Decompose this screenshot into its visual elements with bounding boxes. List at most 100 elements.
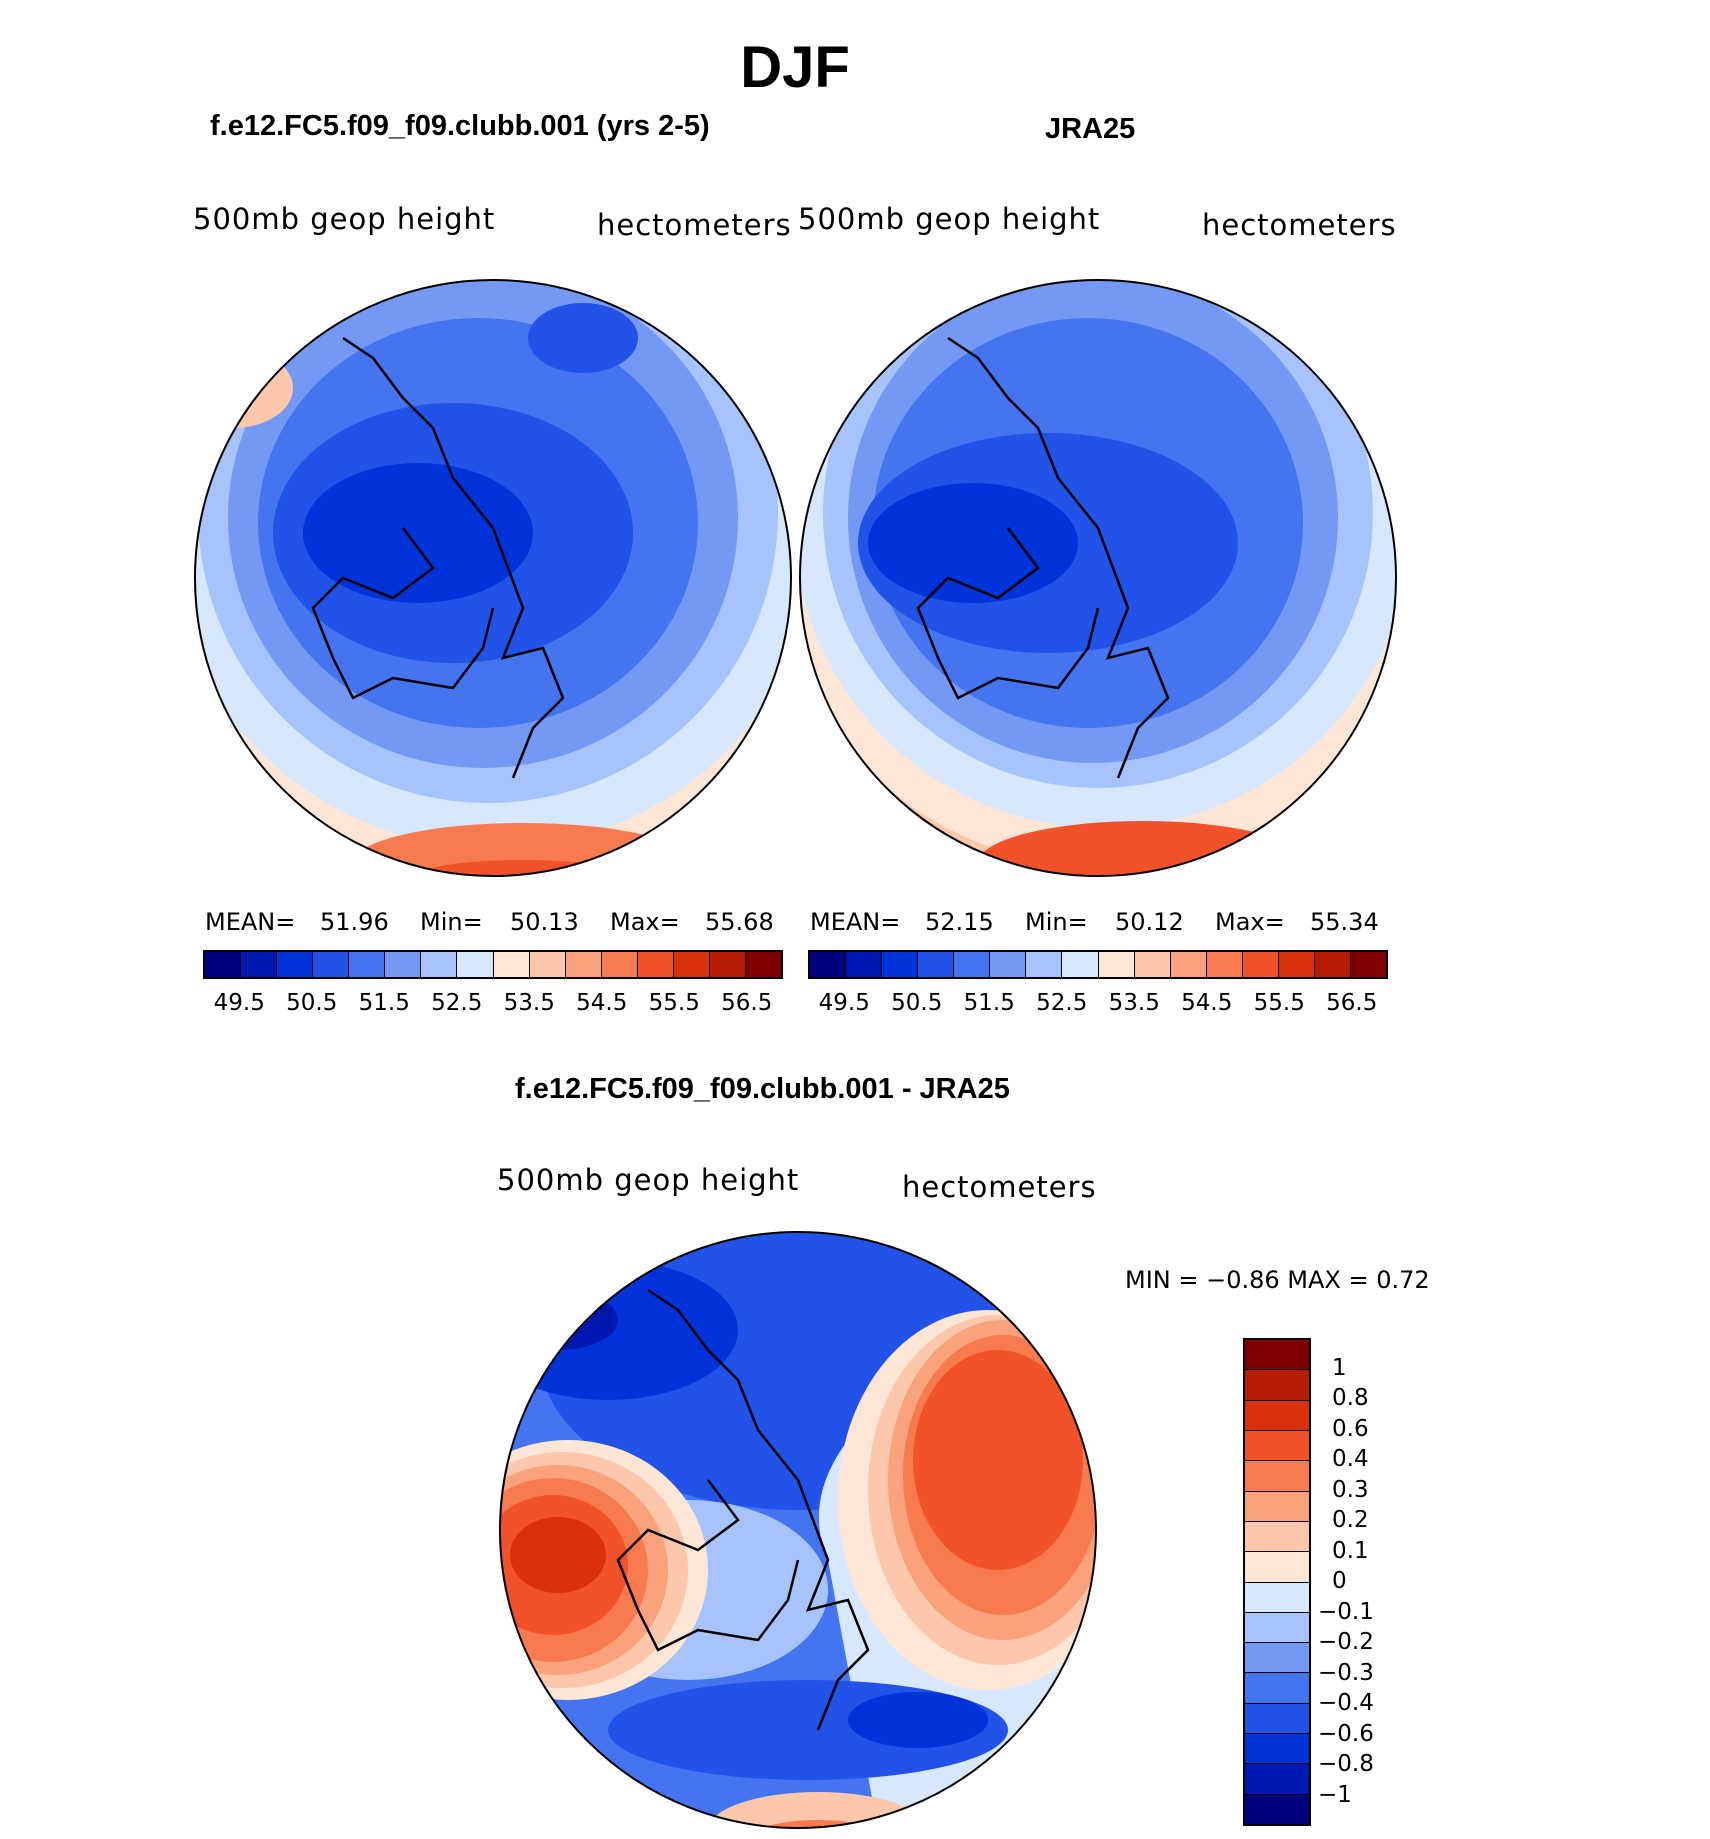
obs-subtitle: JRA25 [1045, 113, 1136, 145]
difference-units-label: hectometers [902, 1170, 1097, 1204]
colorbar-swatch [882, 952, 919, 977]
colorbar-swatch [421, 952, 458, 977]
colorbar-swatch [349, 952, 386, 977]
figure-title: DJF [740, 35, 850, 100]
colorbar-tick-label: 0.1 [1332, 1537, 1369, 1564]
colorbar-swatch [637, 952, 674, 977]
colorbar-tick-label: −1 [1318, 1781, 1352, 1808]
colorbar-swatch [1170, 952, 1207, 977]
model-polar-map [194, 279, 792, 877]
colorbar-tick-label: −0.4 [1318, 1690, 1374, 1716]
colorbar-tick-label: 55.5 [1253, 990, 1305, 1016]
model-max-label: Max= [610, 908, 680, 936]
colorbar-swatch [745, 952, 781, 977]
obs-mean-label: MEAN= [810, 908, 901, 936]
colorbar-swatch [205, 952, 242, 977]
model-units-label: hectometers [597, 208, 792, 242]
model-subtitle: f.e12.FC5.f09_f09.clubb.001 (yrs 2-5) [210, 110, 710, 142]
colorbar-swatch [1245, 1581, 1309, 1612]
colorbar-swatch [918, 952, 955, 977]
colorbar-swatch [1245, 1702, 1309, 1734]
obs-colorbar [808, 950, 1388, 979]
colorbar-swatch [277, 952, 314, 977]
colorbar-swatch [1314, 952, 1351, 977]
colorbar-swatch [1245, 1672, 1309, 1703]
colorbar-swatch [1206, 952, 1243, 977]
colorbar-tick-label: −0.1 [1318, 1598, 1374, 1625]
colorbar-swatch [990, 952, 1027, 977]
colorbar-swatch [673, 952, 710, 977]
colorbar-swatch [1245, 1369, 1309, 1400]
colorbar-tick-label: 1 [1332, 1354, 1347, 1381]
colorbar-swatch [457, 952, 494, 977]
colorbar-swatch [846, 952, 883, 977]
obs-colorbar-ticks: 49.5 50.5 51.5 52.5 53.5 54.5 55.5 56.5 [808, 990, 1388, 1018]
colorbar-swatch [1245, 1611, 1309, 1643]
difference-polar-map [499, 1231, 1097, 1829]
colorbar-tick-label: 54.5 [576, 990, 628, 1016]
obs-mean-value: 52.15 [925, 908, 994, 936]
colorbar-swatch [1026, 952, 1063, 977]
colorbar-tick-label: 0.6 [1332, 1415, 1369, 1442]
obs-max-value: 55.34 [1310, 908, 1379, 936]
colorbar-tick-label: 0.3 [1332, 1476, 1369, 1503]
colorbar-swatch [1245, 1793, 1309, 1824]
colorbar-tick-label: 0.4 [1332, 1446, 1369, 1472]
colorbar-tick-label: 49.5 [213, 990, 265, 1016]
colorbar-swatch [1245, 1642, 1309, 1673]
colorbar-tick-label: −0.2 [1318, 1629, 1374, 1655]
colorbar-swatch [709, 952, 746, 977]
colorbar-swatch [601, 952, 638, 977]
colorbar-tick-label: 54.5 [1181, 990, 1233, 1016]
obs-min-value: 50.12 [1115, 908, 1184, 936]
model-min-label: Min= [420, 908, 483, 936]
colorbar-tick-label: 51.5 [358, 990, 410, 1016]
colorbar-tick-label: 55.5 [648, 990, 700, 1016]
obs-units-label: hectometers [1202, 208, 1397, 242]
colorbar-swatch [493, 952, 530, 977]
colorbar-swatch [1278, 952, 1315, 977]
colorbar-swatch [1245, 1399, 1309, 1430]
colorbar-swatch [529, 952, 566, 977]
colorbar-swatch [1134, 952, 1171, 977]
colorbar-tick-label: −0.8 [1318, 1751, 1374, 1777]
colorbar-swatch [385, 952, 422, 977]
obs-variable-label: 500mb geop height [798, 202, 1101, 236]
colorbar-swatch [1245, 1460, 1309, 1491]
colorbar-swatch [241, 952, 278, 977]
model-min-value: 50.13 [510, 908, 579, 936]
model-variable-label: 500mb geop height [193, 202, 496, 236]
colorbar-swatch [313, 952, 350, 977]
colorbar-swatch [1245, 1490, 1309, 1521]
colorbar-tick-label: 50.5 [891, 990, 943, 1016]
colorbar-tick-label: 49.5 [818, 990, 870, 1016]
colorbar-swatch [1350, 952, 1386, 977]
colorbar-tick-label: 56.5 [1326, 990, 1378, 1016]
model-max-value: 55.68 [705, 908, 774, 936]
colorbar-swatch [954, 952, 991, 977]
obs-polar-map [799, 279, 1397, 877]
model-mean-value: 51.96 [320, 908, 389, 936]
colorbar-swatch [1242, 952, 1279, 977]
colorbar-swatch [1245, 1340, 1309, 1370]
difference-subtitle: f.e12.FC5.f09_f09.clubb.001 - JRA25 [515, 1073, 1010, 1105]
difference-variable-label: 500mb geop height [497, 1163, 800, 1197]
colorbar-swatch [1245, 1520, 1309, 1552]
obs-min-label: Min= [1025, 908, 1088, 936]
difference-minmax: MIN = −0.86 MAX = 0.72 [1125, 1266, 1430, 1294]
obs-max-label: Max= [1215, 908, 1285, 936]
difference-colorbar [1243, 1338, 1311, 1826]
colorbar-swatch [1245, 1733, 1309, 1764]
colorbar-tick-label: 52.5 [1036, 990, 1088, 1016]
colorbar-swatch [1062, 952, 1099, 977]
colorbar-swatch [1098, 952, 1135, 977]
colorbar-swatch [1245, 1763, 1309, 1794]
colorbar-tick-label: 53.5 [1108, 990, 1160, 1016]
colorbar-tick-label: 51.5 [963, 990, 1015, 1016]
colorbar-tick-label: −0.6 [1318, 1720, 1374, 1747]
model-mean-label: MEAN= [205, 908, 296, 936]
colorbar-tick-label: 52.5 [431, 990, 483, 1016]
colorbar-tick-label: 0 [1332, 1568, 1347, 1594]
colorbar-tick-label: 56.5 [721, 990, 773, 1016]
colorbar-swatch [1245, 1551, 1309, 1582]
